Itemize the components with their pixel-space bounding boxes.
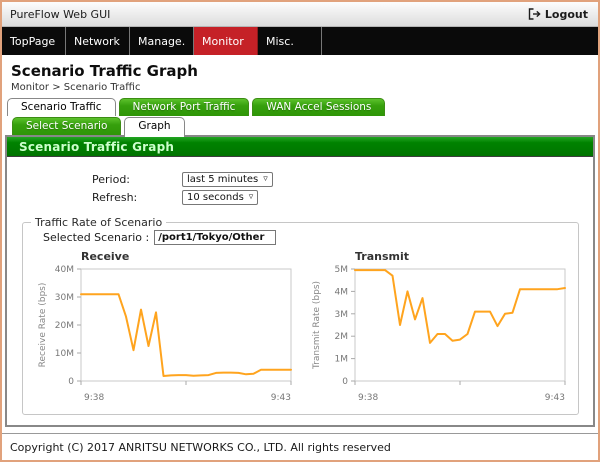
section-header: Scenario Traffic Graph bbox=[7, 137, 593, 157]
receive-chart-title: Receive bbox=[81, 250, 130, 263]
period-select-value: last 5 minutes bbox=[187, 173, 259, 185]
tab-select-scenario[interactable]: Select Scenario bbox=[12, 117, 122, 135]
refresh-select-value: 10 seconds bbox=[187, 191, 244, 203]
svg-text:2M: 2M bbox=[335, 332, 349, 342]
primary-tab-bar: Scenario Traffic Network Port Traffic WA… bbox=[5, 98, 595, 116]
nav-item-toppage[interactable]: TopPage bbox=[2, 27, 66, 55]
logout-label: Logout bbox=[544, 7, 588, 21]
refresh-label: Refresh: bbox=[92, 190, 138, 204]
svg-text:10M: 10M bbox=[55, 349, 74, 359]
breadcrumb: Monitor > Scenario Traffic bbox=[11, 82, 141, 93]
svg-text:3M: 3M bbox=[335, 310, 349, 320]
svg-text:9:43: 9:43 bbox=[271, 393, 291, 403]
svg-text:4M: 4M bbox=[335, 287, 349, 297]
svg-text:0: 0 bbox=[342, 377, 348, 387]
tab-wan-accel-sessions[interactable]: WAN Accel Sessions bbox=[252, 98, 386, 116]
selected-scenario-label: Selected Scenario : bbox=[43, 231, 150, 244]
svg-text:9:38: 9:38 bbox=[358, 393, 378, 403]
svg-text:9:38: 9:38 bbox=[84, 393, 104, 403]
svg-text:Transmit Rate (bps): Transmit Rate (bps) bbox=[312, 281, 322, 370]
content-area: Scenario Traffic Graph Monitor > Scenari… bbox=[2, 55, 598, 433]
receive-chart-block: Receive 0 10M 20M 30M 40M 9:38 9:43 Receive Rat… bbox=[35, 248, 295, 409]
logout-button[interactable]: Logout bbox=[528, 8, 588, 21]
traffic-rate-fieldset: Traffic Rate of Scenario Selected Scenar… bbox=[22, 216, 579, 415]
nav-label: Manage. bbox=[138, 34, 186, 48]
top-bar: PureFlow Web GUI Logout bbox=[2, 2, 598, 27]
nav-item-network[interactable]: Network bbox=[66, 27, 130, 55]
selected-scenario-input[interactable] bbox=[154, 230, 277, 245]
logout-icon bbox=[528, 8, 541, 20]
main-nav: TopPage Network Manage. Monitor Misc. bbox=[2, 27, 598, 55]
tab-network-port-traffic[interactable]: Network Port Traffic bbox=[118, 98, 250, 116]
app-title: PureFlow Web GUI bbox=[10, 7, 111, 21]
selected-scenario-row: Selected Scenario : bbox=[43, 230, 572, 245]
nav-label: Network bbox=[74, 34, 120, 48]
receive-chart: 0 10M 20M 30M 40M 9:38 9:43 Receive Rate (bps) bbox=[35, 263, 295, 409]
svg-text:0: 0 bbox=[68, 377, 74, 387]
svg-text:9:43: 9:43 bbox=[545, 393, 565, 403]
nav-label: Monitor bbox=[202, 34, 244, 48]
footer: Copyright (C) 2017 ANRITSU NETWORKS CO.,… bbox=[2, 433, 598, 460]
nav-item-misc[interactable]: Misc. bbox=[258, 27, 322, 55]
period-label: Period: bbox=[92, 172, 131, 186]
transmit-chart-title: Transmit bbox=[355, 250, 410, 263]
graph-options-form: Period: last 5 minutes ▿ Refresh: 10 sec… bbox=[7, 157, 593, 208]
transmit-chart-block: Transmit 0 1M 2M 3M 4M 5M 9:38 9:43 Transmit Rat… bbox=[309, 248, 569, 409]
traffic-rate-legend: Traffic Rate of Scenario bbox=[35, 216, 163, 229]
nav-item-manage[interactable]: Manage. bbox=[130, 27, 194, 55]
nav-item-monitor[interactable]: Monitor bbox=[194, 27, 258, 55]
svg-text:Receive Rate (bps): Receive Rate (bps) bbox=[38, 283, 48, 368]
charts-container: Receive 0 10M 20M 30M 40M 9:38 9:43 Receive Rat… bbox=[29, 248, 572, 409]
nav-label: Misc. bbox=[266, 34, 294, 48]
svg-text:20M: 20M bbox=[55, 321, 74, 331]
transmit-chart: 0 1M 2M 3M 4M 5M 9:38 9:43 Transmit Rate (bps) bbox=[309, 263, 569, 409]
tab-graph[interactable]: Graph bbox=[124, 117, 185, 137]
svg-text:30M: 30M bbox=[55, 293, 74, 303]
secondary-tab-bar: Select Scenario Graph bbox=[5, 117, 595, 137]
svg-text:40M: 40M bbox=[55, 265, 74, 275]
page-title: Scenario Traffic Graph bbox=[11, 62, 198, 80]
refresh-select[interactable]: 10 seconds ▿ bbox=[182, 189, 259, 205]
chevron-down-icon: ▿ bbox=[263, 173, 268, 184]
tab-content-panel: Scenario Traffic Graph Period: last 5 mi… bbox=[5, 135, 595, 427]
svg-text:1M: 1M bbox=[335, 355, 349, 365]
chevron-down-icon: ▿ bbox=[248, 191, 254, 202]
svg-text:5M: 5M bbox=[335, 265, 349, 275]
period-select[interactable]: last 5 minutes ▿ bbox=[182, 171, 273, 187]
tab-scenario-traffic[interactable]: Scenario Traffic bbox=[7, 98, 116, 116]
copyright-text: Copyright (C) 2017 ANRITSU NETWORKS CO.,… bbox=[10, 440, 391, 454]
nav-spacer bbox=[322, 27, 598, 55]
nav-label: TopPage bbox=[10, 34, 56, 48]
